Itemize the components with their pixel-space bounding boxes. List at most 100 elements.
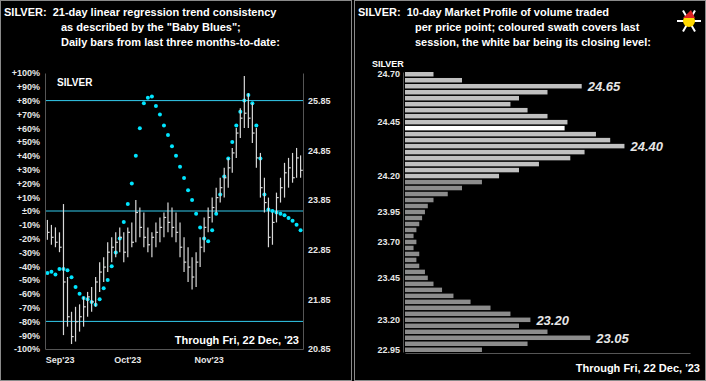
trend-dot [74, 285, 78, 289]
price-bar-range [204, 217, 205, 252]
volume-bar [405, 252, 419, 256]
price-bar-close [152, 237, 154, 238]
tick: -90% [19, 331, 45, 341]
volume-bar [405, 150, 585, 154]
title: SILVER: 10-day Market Profile of volume … [358, 6, 609, 18]
background [0, 0, 706, 381]
chart-container: SILVER: 21-day linear regression trend c… [0, 0, 706, 381]
price-bar-range [139, 208, 140, 238]
plot-area [405, 72, 624, 352]
tick: +80% [17, 96, 45, 106]
trend-dot [49, 270, 53, 274]
annotation: 23.05 [595, 331, 629, 346]
volume-bar [405, 270, 425, 274]
price-bar-range [99, 262, 100, 292]
tick: 22.95 [377, 345, 403, 355]
price-bar-close [264, 202, 266, 203]
price-bar-close [172, 227, 174, 228]
price-bar-range [252, 103, 253, 143]
trend-dot [122, 220, 126, 224]
price-bar-close [176, 232, 178, 233]
volume-bar [405, 330, 548, 334]
tick: 23.20 [377, 315, 403, 325]
trend-dot [198, 226, 202, 230]
tick-label: ±0% [22, 206, 40, 216]
price-bar-close [63, 281, 65, 282]
tick-label: 24.45 [377, 117, 400, 127]
price-bar-close [276, 197, 278, 198]
tick: -70% [19, 303, 45, 313]
trend-dot [254, 123, 258, 127]
volume-bar [405, 246, 414, 250]
price-bar-range [163, 212, 164, 237]
chart-label: SILVER [57, 77, 93, 88]
reference-line [45, 100, 303, 101]
volume-bar [405, 72, 434, 76]
tick-label: Oct'23 [114, 355, 141, 365]
price-bar-range [228, 158, 229, 188]
trend-dot [70, 275, 74, 279]
price-bar-close [59, 247, 61, 248]
tick-label: 22.95 [377, 345, 400, 355]
price-bar-range [115, 232, 116, 257]
volume-bar [405, 216, 422, 220]
price-bar-close [256, 157, 258, 158]
trend-dot [130, 181, 134, 185]
tick: -60% [19, 289, 45, 299]
tick-label: -30% [19, 248, 40, 258]
volume-bar [405, 204, 428, 208]
price-bar-range [220, 178, 221, 203]
trend-dot [291, 219, 295, 223]
icon-hat [683, 10, 695, 18]
tick: -10% [19, 220, 45, 230]
price-bar-range [155, 222, 156, 247]
tick: -50% [19, 275, 45, 285]
volume-bar [405, 90, 548, 94]
price-bar-range [280, 178, 281, 203]
trend-dot [45, 271, 49, 275]
price-bar-close [96, 281, 98, 282]
volume-bar [405, 120, 567, 124]
price-bar-close [252, 132, 254, 133]
volume-bar [405, 186, 462, 190]
title: as described by the "Baby Blues"; [61, 21, 241, 33]
price-bar-close [184, 262, 186, 263]
tick-label: -10% [19, 220, 40, 230]
tick-label: +20% [17, 179, 40, 189]
price-bar-close [164, 217, 166, 218]
series-hlc [47, 76, 302, 344]
tick: 20.85 [303, 344, 331, 354]
tick-label: Sep'23 [46, 355, 75, 365]
volume-bar [405, 114, 548, 118]
trend-dot [295, 223, 299, 227]
tick-label: 22.85 [308, 245, 331, 255]
price-bar-close [216, 197, 218, 198]
volume-bar [405, 348, 482, 352]
volume-bar [405, 312, 510, 316]
price-bar-close [168, 222, 170, 223]
volume-bar [405, 342, 528, 346]
tick-label: -50% [19, 275, 40, 285]
snowflake-icon [677, 10, 701, 31]
price-bar-close [224, 177, 226, 178]
axis: 25.8524.8523.8522.8521.8520.85 [303, 74, 331, 355]
tick: +100% [12, 68, 45, 78]
tick-label: 25.85 [308, 96, 331, 106]
annotation: 24.65 [587, 79, 621, 94]
price-bar-range [268, 198, 269, 248]
tick-label: -100% [14, 344, 40, 354]
trend-dot [194, 212, 198, 216]
price-bar-range [91, 287, 92, 312]
price-bar-close [240, 118, 242, 119]
tick-label: +30% [17, 165, 40, 175]
trend-dot [186, 188, 190, 192]
trend-dot [154, 104, 158, 108]
note: Through Fri, 22 Dec, '23 [576, 362, 700, 374]
volume-bar [405, 300, 471, 304]
price-bar-range [87, 292, 88, 317]
tick: 24.45 [377, 117, 403, 127]
price-bar-close [76, 321, 78, 322]
trend-dot [299, 228, 303, 232]
trend-dot [162, 123, 166, 127]
trend-dot [206, 239, 210, 243]
